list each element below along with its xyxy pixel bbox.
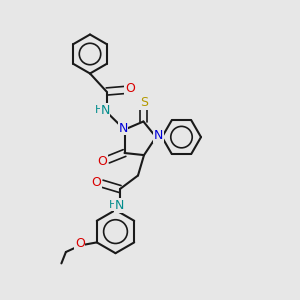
- Text: N: N: [154, 129, 163, 142]
- Text: O: O: [75, 237, 85, 250]
- Text: N: N: [100, 104, 110, 117]
- Text: O: O: [98, 154, 107, 168]
- Text: N: N: [114, 199, 124, 212]
- Text: H: H: [95, 105, 103, 116]
- Text: S: S: [140, 96, 148, 109]
- Text: H: H: [109, 200, 118, 211]
- Text: O: O: [125, 82, 135, 95]
- Text: N: N: [118, 122, 128, 135]
- Text: O: O: [92, 176, 101, 189]
